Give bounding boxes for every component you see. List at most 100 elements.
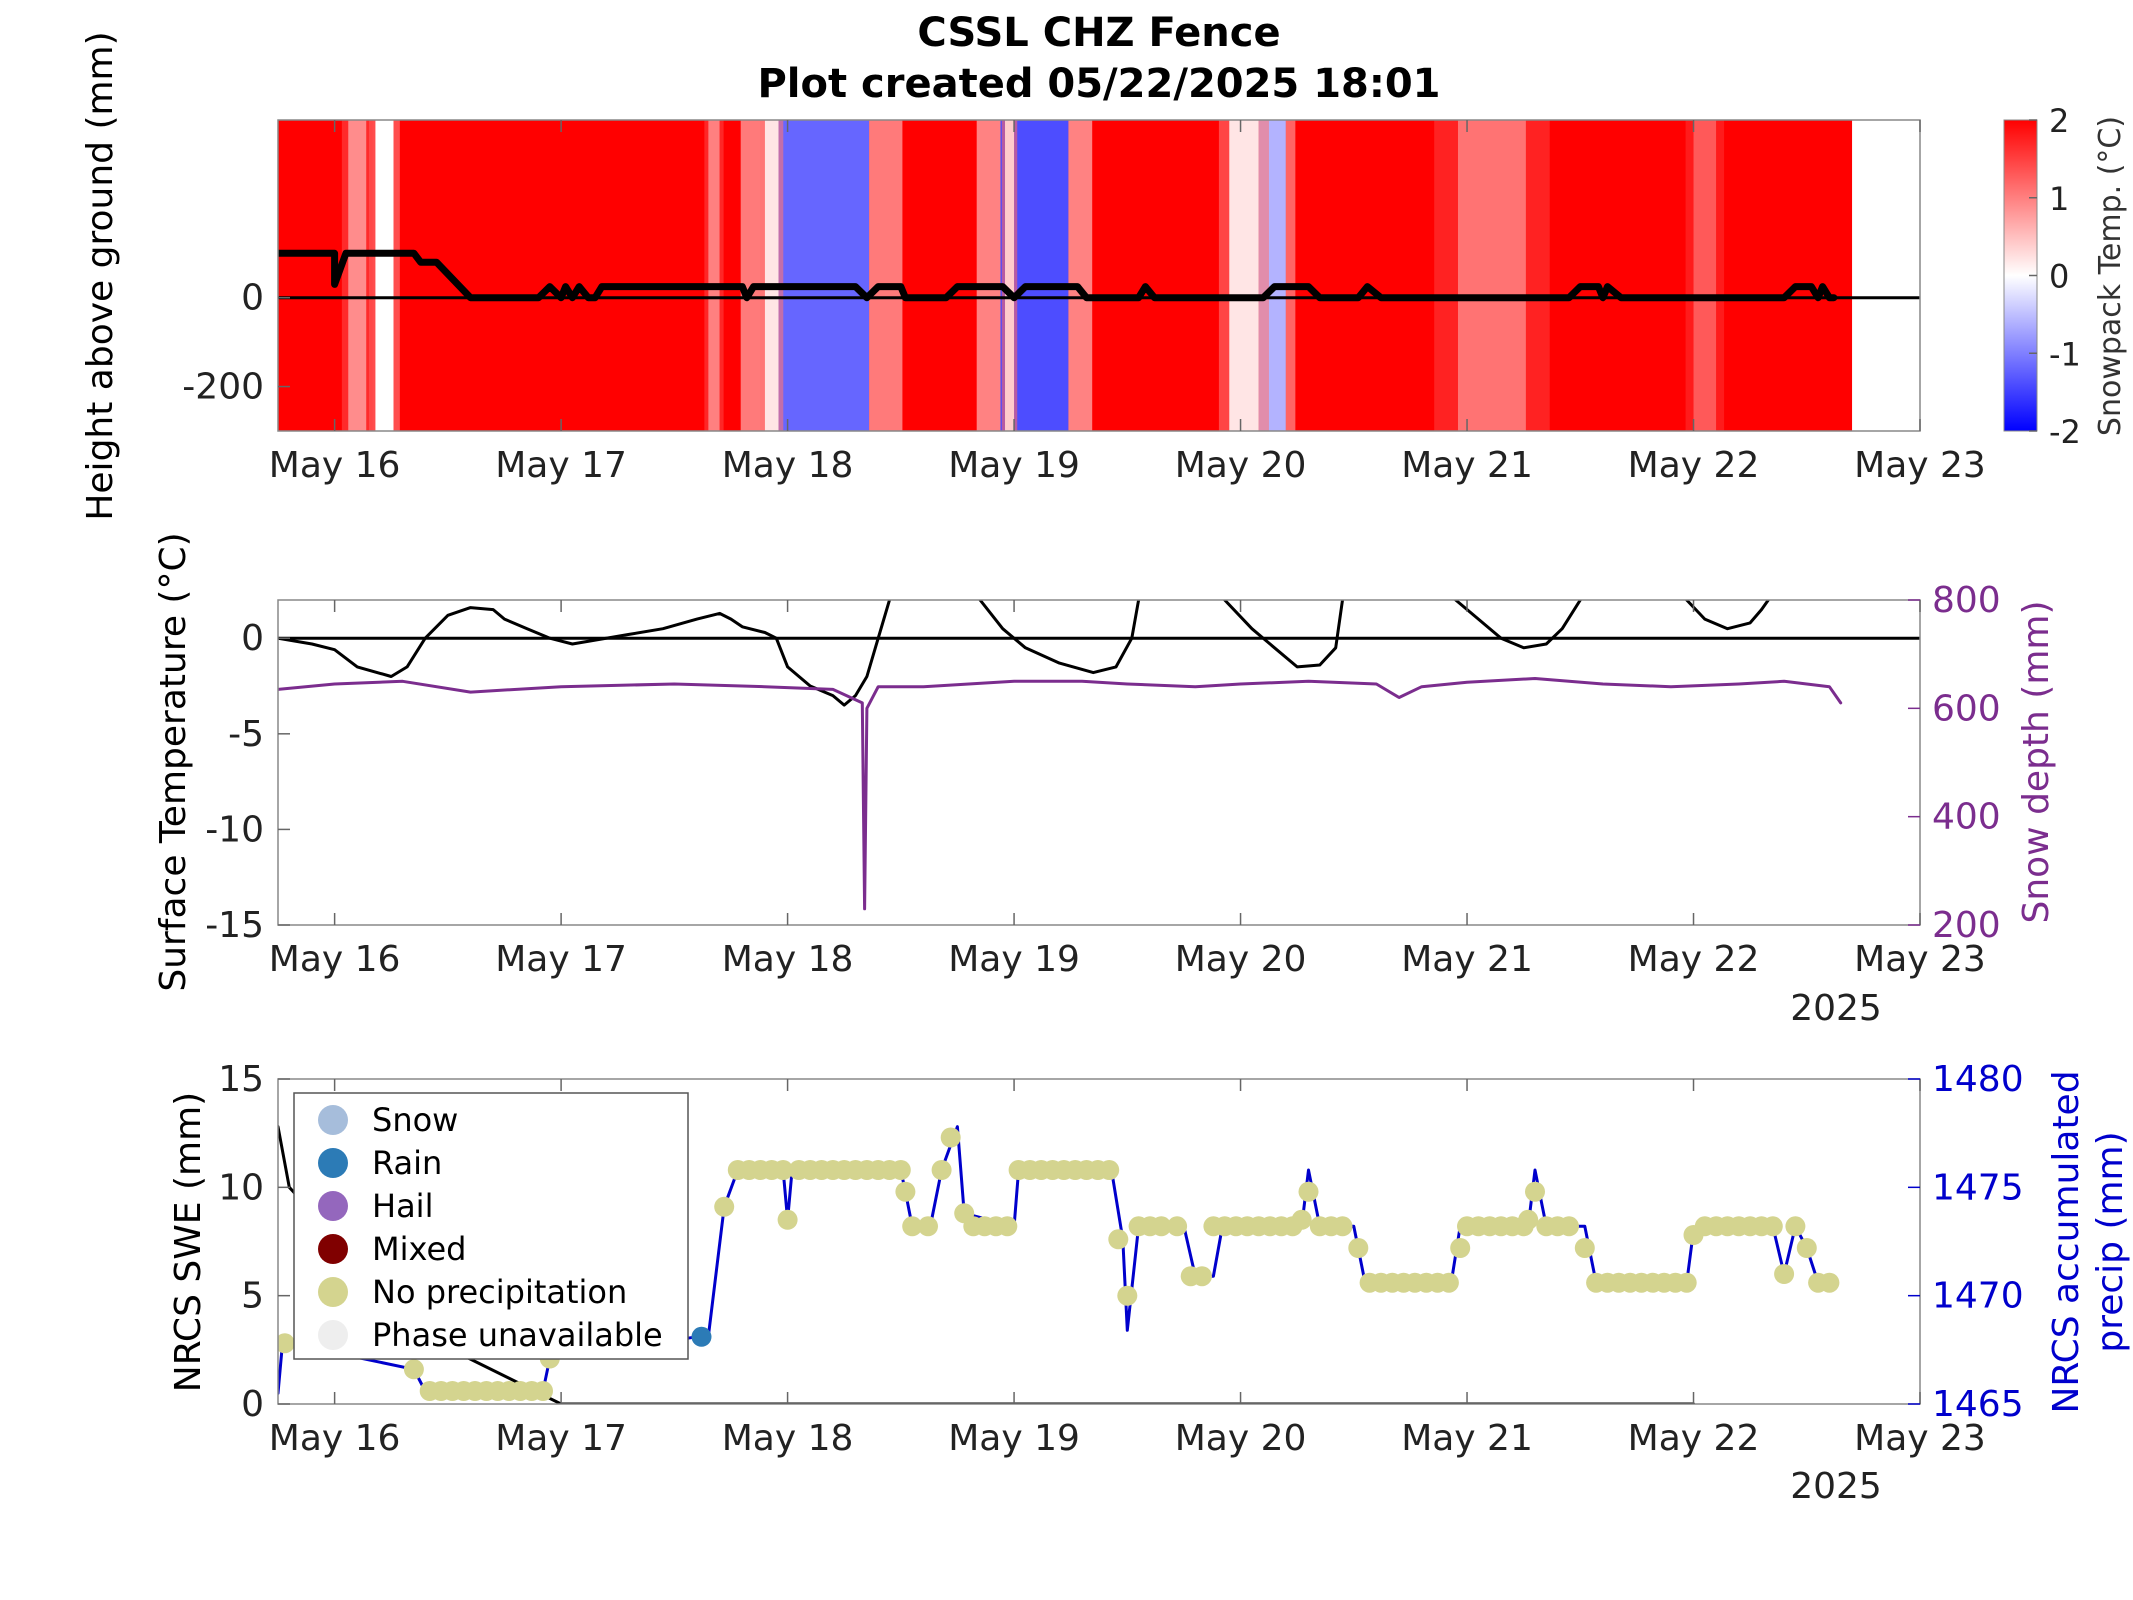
no-precipitation-point [278, 1333, 295, 1354]
no-precipitation-point [1117, 1285, 1138, 1306]
surface-temperature-line [1223, 600, 1344, 669]
heatmap-band-edge [1525, 120, 1550, 431]
panel2-x-ticks: May 16 May 17 May 18 May 19 May 20 May 21 May … [269, 600, 1986, 980]
y-tick-label: 0 [241, 1384, 264, 1425]
legend: Snow Rain Hail Mixed No precipitation Ph… [293, 1092, 689, 1360]
y2-tick-label: 200 [1932, 905, 2001, 946]
no-precipitation-point [1298, 1181, 1319, 1202]
no-precipitation-point [1819, 1272, 1840, 1293]
no-precipitation-point [1332, 1216, 1353, 1237]
no-precipitation-point [940, 1127, 961, 1148]
no-precipitation-point [1108, 1229, 1129, 1250]
colorbar-tick-label: -1 [2049, 335, 2081, 373]
panel3-y2-label-line1: NRCS accumulated [2046, 1070, 2087, 1413]
heatmap-band-edge [1014, 120, 1018, 431]
heatmap-band-core [773, 120, 870, 431]
heatmap-band-edge [778, 120, 784, 431]
no-precipitation-point [997, 1216, 1018, 1237]
colorbar-tick-label: 1 [2049, 180, 2069, 218]
no-precipitation-point [1518, 1209, 1539, 1230]
heatmap-band [704, 120, 724, 431]
y-tick-label: 0 [241, 278, 264, 319]
panel3-frame [277, 1078, 1921, 1405]
x-tick-label: May 17 [495, 939, 627, 980]
legend-marker-snow [318, 1105, 348, 1135]
y2-tick-label: 400 [1932, 797, 2001, 838]
panel3-x-year: 2025 [1790, 1466, 1882, 1507]
legend-box [293, 1092, 689, 1360]
x-tick-label: May 19 [948, 939, 1080, 980]
y2-tick-label: 1465 [1932, 1384, 2024, 1425]
x-tick-label: May 19 [948, 445, 1080, 486]
no-precipitation-point [902, 1216, 923, 1237]
y-tick-label: 5 [241, 1276, 264, 1317]
no-precipitation-point [1525, 1181, 1545, 1202]
no-precipitation-point [1192, 1266, 1212, 1287]
x-tick-label: May 16 [269, 445, 401, 486]
y-tick-label: 10 [218, 1167, 264, 1208]
heatmap-band-edge [1001, 120, 1006, 431]
no-precipitation-point [403, 1359, 424, 1380]
panel3-y2-label-line2: precip (mm) [2090, 1131, 2131, 1352]
panel2-y-label: Surface Temperature (°C) [153, 532, 194, 991]
x-tick-label: May 23 [1854, 939, 1986, 980]
panel3-y2-ticks: 1480 1475 1470 1465 [1908, 1059, 2024, 1425]
x-tick-label: May 20 [1175, 1418, 1307, 1459]
heatmap-band [1434, 120, 1550, 431]
panel1-y-ticks: 0 -200 [182, 278, 290, 408]
heatmap-band-edge [760, 120, 765, 431]
y2-tick-label: 1475 [1932, 1167, 2024, 1208]
no-precipitation-point [931, 1160, 952, 1180]
heatmap-band-edge [976, 120, 1001, 431]
heatmap-band-core [1457, 120, 1526, 431]
x-tick-label: May 19 [948, 1418, 1080, 1459]
heatmap-band-core [1005, 120, 1015, 431]
y-tick-label: -200 [182, 367, 264, 408]
no-precipitation-point [918, 1216, 938, 1237]
x-tick-label: May 21 [1401, 939, 1533, 980]
no-precipitation-point [1762, 1216, 1783, 1237]
heatmap-lines [278, 249, 1920, 302]
panel2-x-year: 2025 [1790, 988, 1882, 1029]
panel3-series [278, 1125, 1840, 1404]
y-tick-label: 0 [241, 618, 264, 659]
heatmap-band-edge [1685, 120, 1694, 431]
y-tick-label: -5 [228, 714, 264, 755]
no-precipitation-point [1785, 1216, 1806, 1237]
x-tick-label: May 20 [1175, 939, 1307, 980]
heatmap-band-core [348, 120, 367, 431]
x-tick-label: May 18 [722, 939, 854, 980]
surface-temperature-line [978, 600, 1141, 675]
heatmap-band-edge [704, 120, 709, 431]
legend-label-no-precip: No precipitation [372, 1273, 627, 1311]
legend-marker-rain [318, 1148, 348, 1178]
surface-temperature-line [1685, 600, 1770, 631]
no-precipitation-point [714, 1196, 735, 1217]
panel2-series [278, 600, 1920, 911]
x-tick-label: May 21 [1401, 1418, 1533, 1459]
heatmap-band [1001, 120, 1018, 431]
colorbar-tick-label: 2 [2049, 102, 2069, 140]
no-precipitation-point [1559, 1216, 1579, 1237]
x-tick-label: May 23 [1854, 1418, 1986, 1459]
no-precipitation-point [895, 1181, 916, 1202]
accumulated-precip-line [278, 1125, 1836, 1395]
x-tick-label: May 16 [269, 939, 401, 980]
heatmap-band-edge [1285, 120, 1296, 431]
heatmap-band-edge [719, 120, 724, 431]
no-precipitation-point [1676, 1272, 1697, 1293]
colorbar-tick-label: 0 [2049, 258, 2069, 296]
x-tick-label: May 16 [269, 1418, 401, 1459]
legend-marker-no-precip [318, 1277, 348, 1307]
no-precipitation-point [1796, 1238, 1817, 1258]
panel2-background [278, 600, 1920, 925]
heatmap-band-core [1229, 120, 1259, 431]
snow-height-line [278, 249, 1838, 302]
heatmap-band-core [1693, 120, 1717, 431]
heatmap-band-edge [393, 120, 400, 431]
x-tick-label: May 22 [1628, 939, 1760, 980]
heatmap-band [341, 120, 373, 431]
x-tick-label: May 17 [495, 1418, 627, 1459]
panel2-y2-ticks: 800 600 400 200 [1908, 580, 2001, 946]
